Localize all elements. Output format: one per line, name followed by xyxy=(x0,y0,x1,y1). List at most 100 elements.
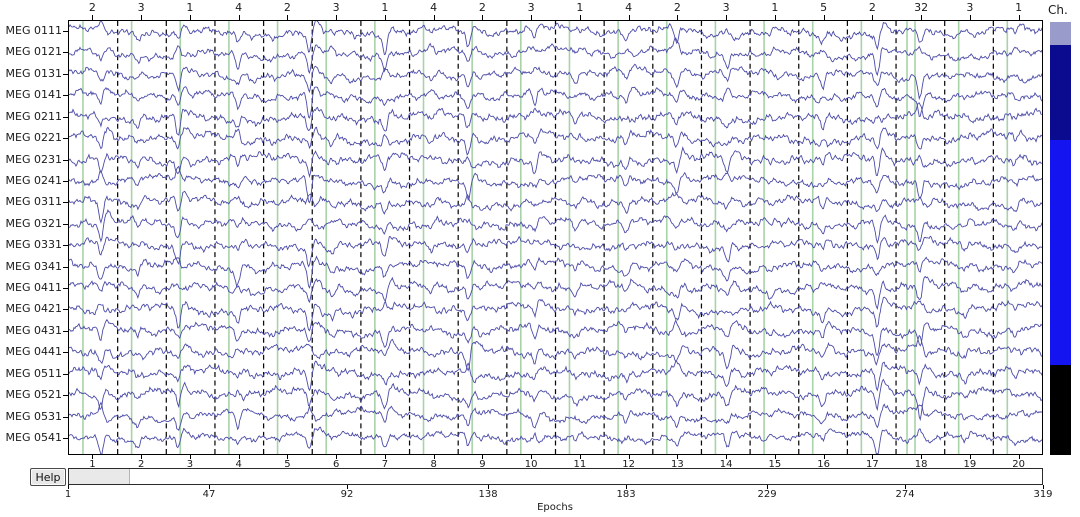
channel-label[interactable]: MEG 0131 xyxy=(5,66,62,80)
xaxis-tick xyxy=(1043,485,1044,489)
meg-channel-trace[interactable] xyxy=(69,21,1042,56)
meg-channel-trace[interactable] xyxy=(69,378,1042,422)
channel-tick xyxy=(63,266,68,268)
event-id-label: 5 xyxy=(820,1,828,14)
meg-channel-trace[interactable] xyxy=(69,190,1042,224)
meg-channel-trace[interactable] xyxy=(69,360,1042,392)
event-id-label: 1 xyxy=(576,1,584,14)
channel-tick xyxy=(63,416,68,418)
meg-channel-trace[interactable] xyxy=(69,426,1042,454)
epoch-number-label: 10 xyxy=(524,459,538,470)
channel-label[interactable]: MEG 0521 xyxy=(5,388,62,402)
channel-label[interactable]: MEG 0341 xyxy=(5,259,62,273)
channel-label[interactable]: MEG 0111 xyxy=(5,24,62,37)
channel-tick xyxy=(63,116,68,118)
channel-scrollbar[interactable] xyxy=(1050,22,1071,455)
epoch-number-label: 16 xyxy=(817,459,830,470)
event-id-tick xyxy=(531,15,533,20)
event-id-label: 2 xyxy=(673,1,681,14)
event-id-tick xyxy=(482,15,484,20)
channel-tick xyxy=(63,52,68,54)
meg-channel-trace[interactable] xyxy=(69,102,1042,136)
meg-channel-trace[interactable] xyxy=(69,255,1042,289)
event-id-tick xyxy=(921,15,923,20)
xaxis-tick xyxy=(626,485,628,489)
event-id-label: 1 xyxy=(1015,1,1023,14)
meg-channel-trace[interactable] xyxy=(69,165,1042,204)
xaxis-tick-label: 138 xyxy=(478,489,498,500)
channel-label[interactable]: MEG 0531 xyxy=(5,409,62,423)
event-id-tick xyxy=(823,15,825,20)
event-id-tick xyxy=(336,15,338,20)
epoch-number-tick xyxy=(969,455,971,459)
event-id-tick xyxy=(238,15,240,20)
epoch-number-label: 12 xyxy=(622,459,635,470)
channel-scrollbar-segment-visible-region-indicator xyxy=(1050,22,1071,45)
epoch-number-tick xyxy=(482,455,484,459)
epoch-number-tick xyxy=(628,455,630,459)
horizontal-scrollbar-thumb[interactable] xyxy=(69,469,130,484)
channel-label[interactable]: MEG 0141 xyxy=(5,88,62,102)
meg-channel-trace[interactable] xyxy=(69,37,1042,77)
event-id-tick xyxy=(141,15,143,20)
channel-tick xyxy=(63,202,68,204)
horizontal-scrollbar[interactable] xyxy=(68,468,1043,485)
channel-label[interactable]: MEG 0421 xyxy=(5,302,62,316)
epochs-plot-area[interactable] xyxy=(68,20,1043,455)
epoch-number-tick xyxy=(433,455,435,459)
meg-channel-trace[interactable] xyxy=(69,126,1042,156)
event-id-label: 2 xyxy=(283,1,291,14)
channel-label[interactable]: MEG 0121 xyxy=(5,45,62,59)
channel-label[interactable]: MEG 0231 xyxy=(5,152,62,166)
channel-label[interactable]: MEG 0221 xyxy=(5,131,62,145)
xaxis-tick xyxy=(488,485,490,489)
meg-channel-trace[interactable] xyxy=(69,334,1042,372)
meg-channel-trace[interactable] xyxy=(69,235,1042,268)
xaxis-title: Epochs xyxy=(537,502,573,513)
epoch-number-label: 3 xyxy=(186,459,194,470)
meg-channel-trace[interactable] xyxy=(69,63,1042,101)
event-id-label: 1 xyxy=(381,1,389,14)
channel-label[interactable]: MEG 0431 xyxy=(5,323,62,337)
epoch-number-tick xyxy=(531,455,533,459)
meg-channel-trace[interactable] xyxy=(69,86,1042,119)
event-id-label: 2 xyxy=(478,1,486,14)
channel-tick xyxy=(63,159,68,161)
help-button[interactable]: Help xyxy=(30,468,66,486)
xaxis-tick-label: 229 xyxy=(757,489,777,500)
meg-channel-trace[interactable] xyxy=(69,209,1042,244)
epoch-number-label: 19 xyxy=(963,459,977,470)
event-id-label: 3 xyxy=(966,1,974,14)
epoch-number-tick xyxy=(92,455,94,459)
event-id-label: 3 xyxy=(527,1,535,14)
channel-label[interactable]: MEG 0311 xyxy=(5,195,62,209)
epoch-number-label: 18 xyxy=(914,459,928,470)
channel-label[interactable]: MEG 0331 xyxy=(5,238,62,252)
event-id-tick xyxy=(1018,15,1020,20)
epoch-number-tick xyxy=(921,455,923,459)
channel-label[interactable]: MEG 0441 xyxy=(5,345,62,359)
channel-label[interactable]: MEG 0211 xyxy=(5,109,62,123)
meg-channel-trace[interactable] xyxy=(69,296,1042,332)
xaxis-tick-label: 92 xyxy=(340,489,354,500)
epoch-number-label: 7 xyxy=(381,459,389,470)
meg-channel-trace[interactable] xyxy=(69,146,1042,179)
channel-label[interactable]: MEG 0511 xyxy=(5,366,62,380)
channel-label[interactable]: MEG 0541 xyxy=(5,430,62,444)
xaxis-tick xyxy=(347,485,348,489)
meg-channel-trace[interactable] xyxy=(69,318,1042,356)
channel-tick xyxy=(63,330,68,332)
channel-label[interactable]: MEG 0241 xyxy=(5,173,62,187)
channel-label[interactable]: MEG 0321 xyxy=(5,216,62,230)
channel-tick xyxy=(63,180,68,182)
xaxis-tick-label: 183 xyxy=(616,489,636,500)
epoch-number-tick xyxy=(579,455,581,459)
epoch-number-tick xyxy=(238,455,240,459)
event-id-label: 3 xyxy=(137,1,145,14)
meg-channel-trace[interactable] xyxy=(69,275,1042,310)
event-id-label: 1 xyxy=(771,1,779,14)
event-id-label: 2 xyxy=(88,1,96,14)
meg-channel-trace[interactable] xyxy=(69,401,1042,432)
channel-label[interactable]: MEG 0411 xyxy=(5,281,62,295)
channel-tick xyxy=(63,309,68,311)
